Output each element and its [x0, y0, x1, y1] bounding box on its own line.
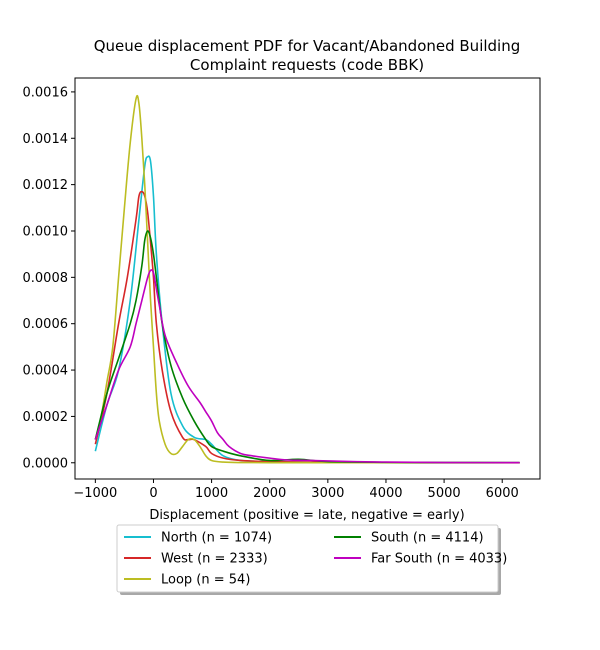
- legend-entry-label: West (n = 2333): [161, 552, 268, 567]
- y-tick-label: 0.0004: [23, 364, 69, 379]
- x-tick-label: 6000: [486, 486, 519, 501]
- x-tick-label: −1000: [73, 486, 117, 501]
- series-line-2: [94, 94, 520, 464]
- x-tick-label: 5000: [428, 486, 461, 501]
- legend-box: [116, 524, 499, 593]
- legend-entry-label: North (n = 1074): [161, 531, 272, 546]
- x-tick-label: 2000: [253, 486, 286, 501]
- legend-entry-label: South (n = 4114): [371, 531, 484, 546]
- y-tick-label: 0.0000: [23, 456, 69, 471]
- x-tick-label: 4000: [369, 486, 402, 501]
- legend: North (n = 1074) West (n = 2333) Loop (n =…: [116, 524, 507, 595]
- y-tick-label: 0.0014: [23, 132, 69, 147]
- chart-title-line-1: Queue displacement PDF for Vacant/Abando…: [94, 37, 521, 55]
- series-line-3: [94, 230, 520, 464]
- x-tick-label: 3000: [311, 486, 344, 501]
- y-tick-label: 0.0010: [23, 224, 69, 239]
- y-axis: 0.0000 0.0002 0.0004 0.0006 0.0008 0.0010 0.00…: [23, 85, 75, 471]
- y-tick-label: 0.0016: [23, 85, 69, 100]
- series-layer: [94, 94, 520, 464]
- y-tick-label: 0.0012: [23, 178, 69, 193]
- x-tick-label: 1000: [195, 486, 228, 501]
- x-axis-label: Displacement (positive = late, negative …: [149, 508, 464, 523]
- y-tick-label: 0.0008: [23, 271, 69, 286]
- chart-title-line-2: Complaint requests (code BBK): [190, 56, 424, 74]
- x-axis: −1000 0 1000 2000 3000 4000 5000 6000: [73, 479, 519, 501]
- y-tick-label: 0.0002: [23, 410, 69, 425]
- series-line-1: [94, 190, 520, 464]
- legend-entry-label: Far South (n = 4033): [371, 552, 507, 567]
- plot-frame: [74, 77, 541, 480]
- x-tick-label: 0: [149, 486, 157, 501]
- y-tick-label: 0.0006: [23, 317, 69, 332]
- series-line-4: [94, 269, 520, 464]
- legend-entry-label: Loop (n = 54): [161, 573, 250, 588]
